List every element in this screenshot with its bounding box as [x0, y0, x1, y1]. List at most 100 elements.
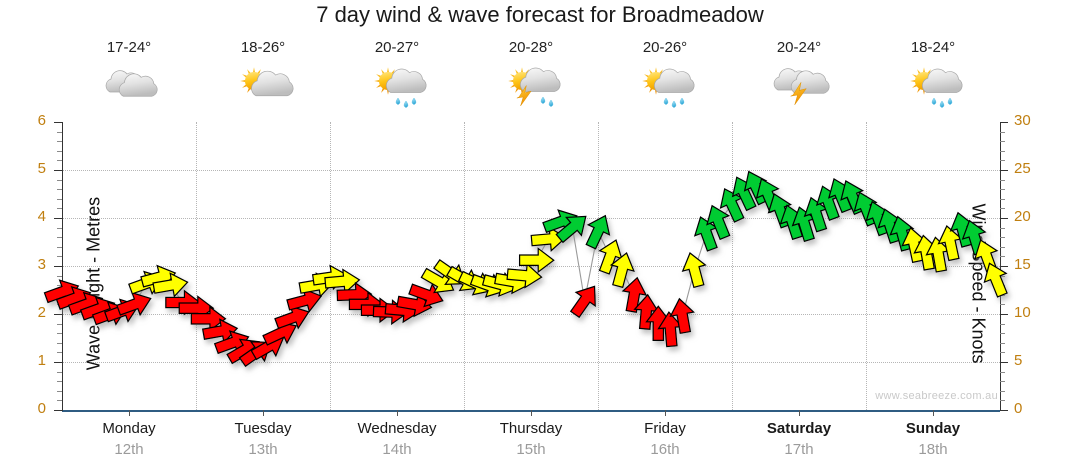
- tick-label-right: 25: [1014, 160, 1031, 177]
- tick-label-left: 3: [37, 256, 46, 273]
- y-axis-left-line: [62, 122, 63, 411]
- day-name: Friday: [644, 420, 686, 437]
- tick-right-minor: [1000, 246, 1005, 248]
- tick-left-minor: [57, 208, 62, 210]
- tick-right-minor: [1000, 150, 1005, 152]
- x-axis-tick: [799, 410, 800, 416]
- temperature-range: 20-27°: [374, 39, 420, 56]
- tick-right-minor: [1000, 198, 1005, 200]
- day-label-thursday: Thursday 15th: [464, 418, 598, 468]
- gridline-horizontal: [62, 266, 1000, 267]
- plot-area: 0 1 2 3 4 5 6 0 5 10 15 20 25 30 Wave Height - Metres…: [38, 112, 1031, 417]
- tick-left-minor: [57, 323, 62, 325]
- gridline-horizontal: [62, 314, 1000, 315]
- temperature-range: 17-24°: [106, 39, 152, 56]
- tick-right-major: [1000, 314, 1008, 315]
- tick-left-major: [54, 122, 62, 123]
- tick-label-left: 1: [37, 352, 46, 369]
- tick-left-minor: [57, 352, 62, 354]
- tick-right-minor: [1000, 381, 1005, 383]
- day-date: 17th: [784, 441, 814, 458]
- tick-right-minor: [1000, 189, 1005, 191]
- temperature-range: 18-26°: [240, 39, 286, 56]
- tick-left-minor: [57, 141, 62, 143]
- day-name: Wednesday: [357, 420, 437, 437]
- day-label-wednesday: Wednesday 14th: [330, 418, 464, 468]
- x-axis-tick: [263, 410, 264, 416]
- tick-right-minor: [1000, 323, 1005, 325]
- tick-label-right: 30: [1014, 112, 1031, 129]
- tick-label-left: 4: [37, 208, 46, 225]
- day-date: 14th: [382, 441, 412, 458]
- tick-right-minor: [1000, 390, 1005, 392]
- tick-left-major: [54, 218, 62, 219]
- tick-label-right: 5: [1014, 352, 1023, 369]
- watermark: www.seabreeze.com.au: [875, 390, 998, 402]
- tick-left-major: [54, 362, 62, 363]
- page-title: 7 day wind & wave forecast for Broadmead…: [316, 2, 764, 27]
- day-label-tuesday: Tuesday 13th: [196, 418, 330, 468]
- tick-right-minor: [1000, 352, 1005, 354]
- day-name: Thursday: [499, 420, 563, 437]
- thunderstorm-icon: [464, 58, 598, 116]
- tick-left-minor: [57, 342, 62, 344]
- gridline-day-separator: [732, 122, 733, 410]
- day-name: Sunday: [905, 420, 961, 437]
- gridline-day-separator: [598, 122, 599, 410]
- day-label-friday: Friday 16th: [598, 418, 732, 468]
- x-axis-tick: [531, 410, 532, 416]
- tick-left-minor: [57, 304, 62, 306]
- sun-shower-icon: [330, 58, 464, 116]
- temperature-range: 18-24°: [910, 39, 956, 56]
- tick-left-major: [54, 170, 62, 171]
- tick-right-minor: [1000, 237, 1005, 239]
- gridline-day-separator: [330, 122, 331, 410]
- day-date: 12th: [114, 441, 144, 458]
- tick-right-minor: [1000, 275, 1005, 277]
- temperature-range: 20-28°: [508, 39, 554, 56]
- tick-right-minor: [1000, 227, 1005, 229]
- gridline-horizontal: [62, 362, 1000, 363]
- tick-right-minor: [1000, 371, 1005, 373]
- tick-right-major: [1000, 266, 1008, 267]
- day-header-saturday: 20-24°: [732, 38, 866, 118]
- x-axis-tick: [129, 410, 130, 416]
- tick-right-major: [1000, 362, 1008, 363]
- tick-left-minor: [57, 381, 62, 383]
- day-name: Saturday: [766, 420, 832, 437]
- tick-right-minor: [1000, 333, 1005, 335]
- day-date: 15th: [516, 441, 546, 458]
- day-header-tuesday: 18-26°: [196, 38, 330, 118]
- day-header-thursday: 20-28°: [464, 38, 598, 118]
- right-axis-title: Wind Speed - Knots: [968, 203, 989, 364]
- tick-right-major: [1000, 410, 1008, 411]
- storm-cloud-icon: [732, 58, 866, 116]
- tick-right-major: [1000, 170, 1008, 171]
- day-label-monday: Monday 12th: [62, 418, 196, 468]
- day-label-saturday: Saturday 17th: [732, 418, 866, 468]
- tick-right-minor: [1000, 141, 1005, 143]
- sun-shower-icon: [866, 58, 1000, 116]
- gridline-horizontal: [62, 170, 1000, 171]
- x-axis-tick: [665, 410, 666, 416]
- day-name: Tuesday: [234, 420, 292, 437]
- day-date: 18th: [918, 441, 948, 458]
- tick-left-minor: [57, 227, 62, 229]
- tick-left-minor: [57, 400, 62, 402]
- tick-left-minor: [57, 189, 62, 191]
- tick-right-minor: [1000, 160, 1005, 162]
- temperature-range: 20-26°: [642, 39, 688, 56]
- tick-right-minor: [1000, 285, 1005, 287]
- tick-left-minor: [57, 333, 62, 335]
- day-header-friday: 20-26°: [598, 38, 732, 118]
- tick-left-minor: [57, 390, 62, 392]
- sun-shower-icon: [598, 58, 732, 116]
- tick-right-major: [1000, 218, 1008, 219]
- tick-left-major: [54, 266, 62, 267]
- tick-left-minor: [57, 237, 62, 239]
- tick-right-minor: [1000, 131, 1005, 133]
- tick-left-minor: [57, 275, 62, 277]
- tick-right-minor: [1000, 400, 1005, 402]
- tick-left-minor: [57, 131, 62, 133]
